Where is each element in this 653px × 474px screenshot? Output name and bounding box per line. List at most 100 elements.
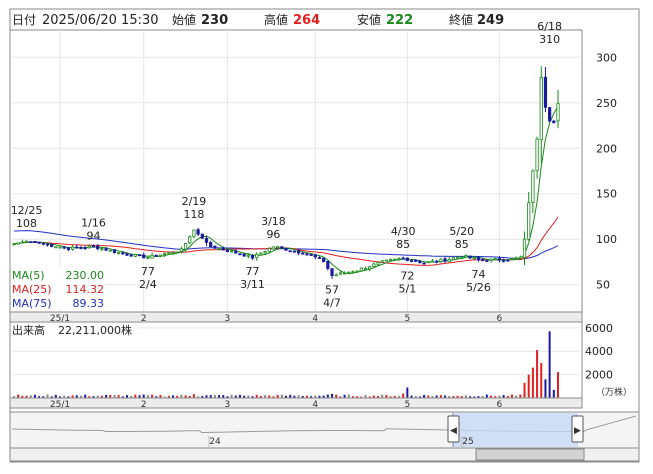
- candle-body: [376, 261, 380, 265]
- volume-bar: [201, 395, 204, 398]
- ohlc-header: 日付 2025/06/20 15:30 始値 230 高値 264 安値 222…: [12, 12, 504, 28]
- volume-x-axis: 25/1 2 3 4 5 6: [50, 400, 503, 410]
- volume-bar: [339, 396, 342, 398]
- volume-bar: [418, 396, 421, 398]
- price-x-axis: 25/1 2 3 4 5 6: [50, 314, 503, 324]
- candle-body: [70, 246, 75, 250]
- volume-bar: [213, 394, 216, 398]
- candle-body: [188, 236, 192, 244]
- volume-bar: [381, 394, 384, 398]
- annotation-date: 2/19: [182, 195, 207, 208]
- candle-body: [384, 259, 389, 262]
- volume-bar: [485, 394, 488, 398]
- volume-bar: [172, 395, 175, 398]
- navigator-left-handle-box[interactable]: [447, 415, 460, 443]
- candle-body: [96, 245, 100, 250]
- volume-bar: [452, 396, 455, 398]
- candle-body: [83, 247, 87, 249]
- candle-body: [506, 259, 510, 262]
- volume-x-tick-label: 3: [225, 400, 231, 410]
- annotation-value: 310: [539, 33, 560, 46]
- candle-body: [167, 252, 171, 254]
- candle-body: [522, 238, 527, 258]
- volume-bar: [238, 394, 241, 398]
- navigator-right-handle[interactable]: ▶: [571, 415, 584, 443]
- annotation-date: 4/7: [323, 296, 341, 309]
- volume-bar: [13, 396, 15, 398]
- price-tick-label: 100: [596, 233, 617, 246]
- navigator-right-handle-box[interactable]: [571, 415, 584, 443]
- candle-body: [405, 257, 409, 261]
- annotation-value: 85: [455, 238, 469, 251]
- navigator-left-handle[interactable]: ◀: [447, 415, 460, 443]
- navigator-right-arrow-icon: ▶: [574, 426, 581, 436]
- annotation-date: 4/30: [391, 225, 416, 238]
- volume-bar: [544, 379, 547, 398]
- candle-body: [409, 260, 414, 262]
- ma25-legend-value: 114.32: [66, 283, 105, 296]
- candle-body: [171, 252, 175, 254]
- volume-bar: [331, 393, 334, 398]
- candle-body: [58, 246, 62, 249]
- volume-bar: [109, 394, 112, 398]
- annotation-date: 5/20: [449, 225, 474, 238]
- price-x-tick-label: 5: [404, 314, 410, 324]
- volume-bar: [209, 395, 212, 398]
- candle-body: [125, 252, 129, 256]
- candle-body: [514, 257, 518, 260]
- candle-body: [175, 251, 179, 254]
- volume-bar: [33, 394, 36, 398]
- candle-body: [539, 76, 543, 141]
- candle-body: [305, 253, 309, 256]
- volume-bar: [188, 395, 191, 398]
- candle-body: [150, 254, 154, 259]
- volume-bar: [285, 395, 287, 398]
- volume-bar: [38, 396, 41, 398]
- volume-bar: [314, 395, 317, 398]
- volume-bar: [251, 396, 254, 398]
- volume-tick-label: 2000: [585, 369, 613, 382]
- volume-bar: [247, 395, 250, 398]
- candle-body: [309, 254, 313, 256]
- candle-body: [221, 247, 225, 251]
- candle-body: [204, 238, 209, 243]
- volume-bar: [389, 396, 392, 398]
- volume-bar: [167, 395, 170, 398]
- price-tick-label: 300: [596, 51, 617, 64]
- annotation-value: 77: [246, 265, 260, 278]
- candle-body: [146, 257, 150, 259]
- candle-body: [489, 258, 493, 262]
- annotation-value: 85: [396, 238, 410, 251]
- candle-body: [158, 254, 163, 257]
- volume-bar: [377, 395, 380, 398]
- volume-bar: [100, 395, 103, 398]
- price-x-tick-label: 6: [497, 314, 503, 324]
- price-x-tick-label: 4: [312, 314, 318, 324]
- navigator-selection[interactable]: [453, 413, 578, 447]
- volume-bar: [343, 394, 346, 398]
- volume-bar: [439, 395, 442, 398]
- candle-body: [430, 260, 435, 263]
- price-y-axis: 50 100 150 200 250 300: [596, 51, 617, 291]
- annotation-value: 77: [141, 265, 155, 278]
- price-tick-label: 250: [596, 97, 617, 110]
- annotation-date: 3/18: [261, 215, 286, 228]
- candle-body: [250, 255, 255, 259]
- candle-body: [217, 248, 221, 250]
- volume-bar: [368, 396, 371, 398]
- ma5-legend-value: 230.00: [66, 269, 105, 282]
- candle-body: [476, 257, 481, 261]
- volume-bar: [372, 395, 375, 398]
- annotation-value: 72: [400, 270, 414, 283]
- navigator-scrollbar-thumb[interactable]: [475, 448, 585, 461]
- candle-body: [510, 258, 514, 261]
- volume-x-tick-label: 25/1: [50, 400, 70, 410]
- volume-bar: [510, 394, 513, 398]
- candle-body: [87, 245, 91, 249]
- volume-bar: [360, 396, 363, 398]
- volume-bar: [310, 396, 313, 398]
- volume-bar: [448, 396, 451, 398]
- ma25-legend-label: MA(25): [12, 283, 52, 296]
- volume-bar: [289, 394, 292, 398]
- volume-bar: [255, 394, 258, 398]
